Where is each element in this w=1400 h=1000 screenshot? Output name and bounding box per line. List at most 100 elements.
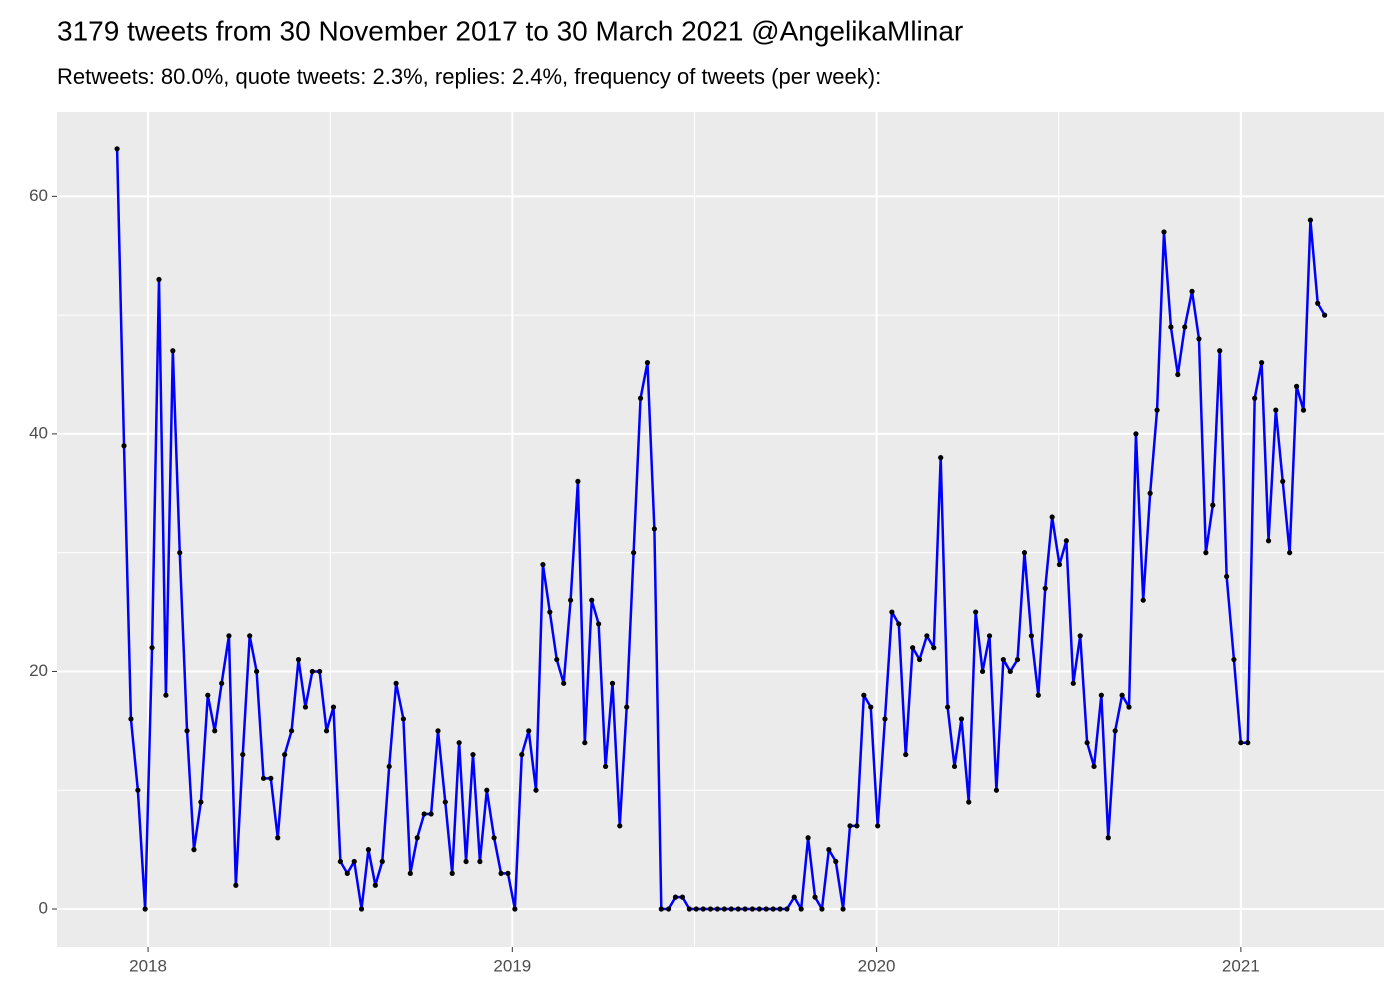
- point: [1322, 312, 1328, 318]
- point: [951, 763, 958, 770]
- point: [365, 847, 372, 853]
- point: [1273, 407, 1279, 413]
- point: [903, 751, 909, 758]
- point: [1161, 229, 1167, 235]
- point: [1140, 597, 1146, 603]
- point: [1154, 407, 1160, 413]
- point: [1238, 740, 1244, 746]
- point: [679, 894, 686, 900]
- point: [428, 811, 434, 817]
- point: [763, 906, 769, 912]
- x-tick-label: 2020: [858, 956, 896, 975]
- point: [1014, 656, 1021, 663]
- point: [1252, 395, 1258, 401]
- point: [979, 668, 986, 675]
- point: [1196, 336, 1202, 342]
- point: [840, 906, 846, 912]
- point: [351, 858, 357, 865]
- point: [1224, 573, 1230, 580]
- point: [170, 348, 176, 354]
- point: [624, 704, 630, 710]
- point: [791, 894, 797, 900]
- point: [1203, 550, 1209, 556]
- point: [1307, 217, 1314, 223]
- point: [191, 847, 197, 853]
- point: [561, 680, 567, 686]
- point: [707, 906, 714, 912]
- point: [484, 787, 490, 793]
- point: [1070, 680, 1076, 686]
- y-tick-label: 60: [29, 186, 48, 205]
- point: [812, 894, 818, 900]
- point: [1259, 360, 1265, 366]
- point: [435, 728, 441, 734]
- point: [1245, 740, 1251, 746]
- point: [868, 704, 874, 710]
- point: [1210, 502, 1216, 508]
- point: [491, 835, 497, 841]
- point: [728, 906, 734, 912]
- point: [1231, 656, 1237, 663]
- point: [819, 906, 825, 912]
- point: [938, 455, 944, 461]
- point: [219, 680, 225, 686]
- point: [247, 633, 253, 639]
- point: [1035, 692, 1041, 698]
- point: [721, 906, 727, 912]
- point: [456, 740, 462, 746]
- point: [302, 704, 309, 710]
- point: [1007, 668, 1013, 675]
- point: [254, 668, 260, 675]
- point: [121, 443, 127, 449]
- point: [317, 668, 323, 675]
- point: [993, 787, 1000, 793]
- point: [896, 621, 902, 627]
- point: [589, 597, 595, 603]
- point: [693, 906, 699, 912]
- point: [854, 823, 860, 829]
- point: [540, 561, 546, 568]
- point: [260, 775, 267, 781]
- point: [924, 633, 930, 639]
- point: [330, 704, 337, 710]
- point: [637, 395, 644, 401]
- point: [1287, 550, 1293, 556]
- point: [505, 870, 511, 876]
- point: [714, 906, 721, 912]
- point: [400, 716, 407, 722]
- point: [1182, 324, 1188, 330]
- y-tick-label: 20: [29, 661, 48, 680]
- point: [344, 870, 350, 876]
- point: [644, 360, 651, 366]
- point: [798, 906, 804, 912]
- point: [177, 550, 183, 556]
- point: [1293, 383, 1300, 389]
- point: [805, 835, 811, 841]
- point: [442, 799, 448, 805]
- point: [875, 823, 881, 829]
- point: [1315, 300, 1321, 306]
- point: [784, 906, 790, 912]
- point: [889, 609, 895, 615]
- chart-subtitle: Retweets: 80.0%, quote tweets: 2.3%, rep…: [57, 64, 881, 89]
- point: [288, 728, 295, 734]
- plot-panel: [57, 112, 1384, 947]
- point: [184, 728, 190, 734]
- point: [1049, 514, 1055, 520]
- point: [1265, 538, 1272, 544]
- point: [1133, 431, 1139, 437]
- point: [547, 609, 553, 615]
- point: [198, 799, 204, 805]
- point: [596, 621, 602, 627]
- point: [958, 716, 965, 722]
- point: [1000, 656, 1006, 663]
- x-tick-label: 2019: [493, 956, 531, 975]
- point: [142, 906, 148, 912]
- point: [156, 276, 162, 283]
- point: [1217, 348, 1223, 354]
- point: [882, 716, 888, 722]
- point: [602, 763, 609, 770]
- point: [1084, 740, 1090, 746]
- point: [770, 906, 776, 912]
- y-tick-label: 40: [29, 423, 48, 442]
